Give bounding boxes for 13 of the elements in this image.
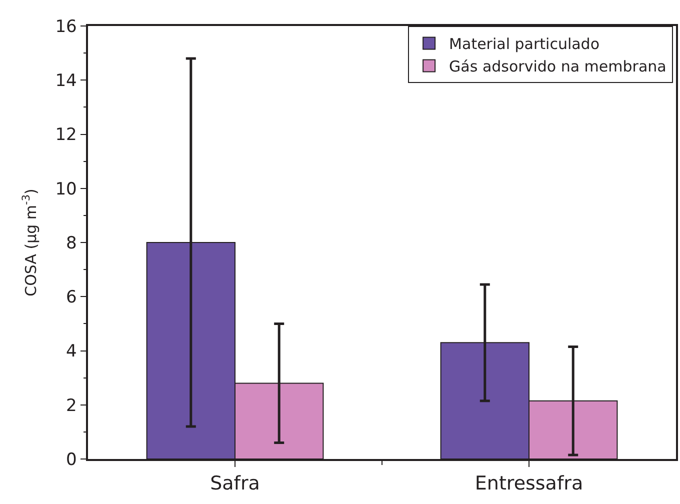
y-tick-label: 10 bbox=[55, 179, 77, 200]
legend-label: Material particulado bbox=[449, 35, 600, 54]
legend-label: Gás adsorvido na membrana bbox=[449, 58, 666, 76]
y-tick-label: 4 bbox=[66, 342, 77, 362]
y-tick-label: 14 bbox=[55, 71, 77, 92]
y-tick-label: 8 bbox=[66, 233, 77, 254]
x-tick-label: Entressafra bbox=[474, 472, 584, 495]
y-tick-label: 2 bbox=[66, 396, 77, 416]
y-tick-label: 16 bbox=[55, 16, 77, 37]
y-tick-label: 0 bbox=[66, 450, 77, 470]
y-tick-label: 6 bbox=[66, 288, 77, 308]
x-tick-label: Safra bbox=[210, 472, 260, 495]
y-tick-label: 12 bbox=[55, 125, 77, 146]
